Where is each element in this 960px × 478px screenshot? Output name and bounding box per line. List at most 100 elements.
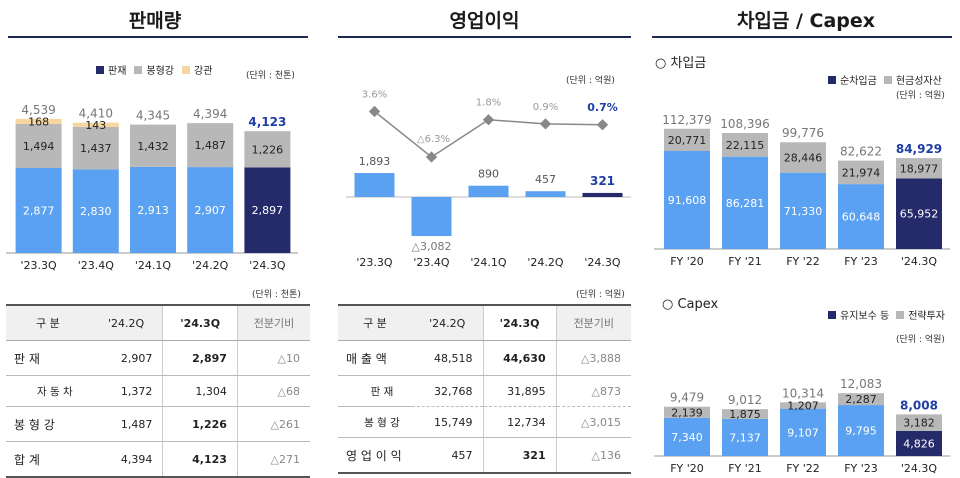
bar-segment xyxy=(838,160,884,185)
table-cell: 31,895 xyxy=(482,375,557,407)
op-bar xyxy=(525,191,566,197)
op-bar xyxy=(411,197,452,237)
bar-segment xyxy=(15,118,62,124)
bar-segment xyxy=(838,184,884,249)
sales-title-rule xyxy=(8,36,308,38)
bar-value-label: 2,877 xyxy=(23,204,55,217)
op-bar-label: 890 xyxy=(478,168,499,181)
bar-total-label: 99,776 xyxy=(782,126,824,140)
bar-total-label: 8,008 xyxy=(900,398,938,412)
bar-segment xyxy=(780,142,826,173)
capex-subtitle: ○ Capex xyxy=(662,297,719,312)
table-row: 합 계 4,394 4,123 △271 xyxy=(6,441,310,478)
table-cell: 봉 형 강 xyxy=(6,406,90,442)
table-cell: 48,518 xyxy=(411,340,484,376)
bar-segment xyxy=(130,124,176,167)
table-cell: 4,123 xyxy=(162,441,238,478)
table-cell: 1,487 xyxy=(89,406,163,442)
bar-segment xyxy=(664,417,710,456)
table-cell: 15,749 xyxy=(411,406,484,438)
bar-value-label: 9,107 xyxy=(787,426,819,439)
bar-value-label: 1,432 xyxy=(137,140,169,153)
bar-segment xyxy=(896,158,942,179)
bar-segment xyxy=(664,406,710,418)
x-tick-label: FY '22 xyxy=(786,255,820,268)
x-tick-label: '24.1Q xyxy=(135,259,172,272)
bar-value-label: 2,139 xyxy=(671,406,703,419)
bar-total-label: 4,345 xyxy=(136,109,170,123)
bar-value-label: 20,771 xyxy=(668,134,707,147)
bar-segment xyxy=(722,133,768,157)
bar-value-label: 86,281 xyxy=(726,197,765,210)
x-tick-label: '23.3Q xyxy=(21,259,58,272)
legend-cash: 현금성자산 xyxy=(895,76,942,87)
table-row: 봉 형 강 15,749 12,734 △3,015 xyxy=(338,406,631,438)
bar-value-label: 1,875 xyxy=(729,408,761,421)
table-cell: 1,304 xyxy=(162,375,238,407)
bar-segment xyxy=(722,409,768,419)
margin-marker xyxy=(596,119,609,131)
sales-table-unit: (단위 : 천톤) xyxy=(252,290,301,300)
table-header-cell: 전분기비 xyxy=(237,304,310,341)
table-row: 영 업 이 익 457 321 △136 xyxy=(338,437,631,474)
bar-total-label: 4,539 xyxy=(21,103,55,117)
table-cell: 판 재 xyxy=(6,340,90,376)
x-tick-label: '23.4Q xyxy=(78,259,115,272)
table-cell: 457 xyxy=(411,437,484,474)
bar-segment xyxy=(722,156,768,249)
bar-segment xyxy=(187,167,234,253)
op-bar-label: 1,893 xyxy=(359,155,391,168)
bar-value-label: 1,494 xyxy=(23,140,55,153)
table-cell: △68 xyxy=(237,375,310,407)
bar-segment xyxy=(896,430,942,456)
bar-value-label: 2,830 xyxy=(80,205,112,218)
bar-value-label: 1,226 xyxy=(252,143,284,156)
bar-value-label: 3,182 xyxy=(903,417,935,430)
bar-value-label: 168 xyxy=(28,115,49,128)
capex-legend: 유지보수 등 전략투자 xyxy=(828,307,945,322)
bar-segment xyxy=(664,150,710,249)
bar-total-label: 82,622 xyxy=(840,145,882,159)
bar-value-label: 22,115 xyxy=(726,139,765,152)
margin-label: 1.8% xyxy=(476,98,501,109)
legend-swatch-pipe xyxy=(182,65,191,74)
bar-segment xyxy=(838,405,884,456)
bar-value-label: 60,648 xyxy=(842,211,881,224)
x-tick-label: '23.4Q xyxy=(413,256,450,269)
table-cell: △3,015 xyxy=(556,406,631,438)
bar-segment xyxy=(72,126,119,170)
bar-value-label: 91,608 xyxy=(668,194,707,207)
bar-total-label: 9,012 xyxy=(728,393,762,407)
table-header-cell: 구 분 xyxy=(6,304,90,341)
bar-value-label: 7,137 xyxy=(729,431,761,444)
capex-chart-unit: (단위 : 억원) xyxy=(896,335,945,345)
sales-legend: 판재 봉형강 강관 xyxy=(96,62,212,77)
x-tick-label: FY '20 xyxy=(670,255,704,268)
debt-subtitle: ○ 차입금 xyxy=(655,56,707,71)
table-cell: 4,394 xyxy=(89,441,163,478)
bar-segment xyxy=(896,414,942,431)
bar-segment xyxy=(244,131,291,168)
legend-maint: 유지보수 등 xyxy=(840,311,890,322)
op-bar-label: △3,082 xyxy=(412,240,452,253)
bar-total-label: 108,396 xyxy=(720,117,770,131)
table-cell: △3,888 xyxy=(556,340,631,376)
x-tick-label: '24.3Q xyxy=(901,255,938,268)
bar-value-label: 2,287 xyxy=(845,393,877,406)
op-table: 구 분 '24.2Q '24.3Q 전분기비 매 출 액 48,518 44,630 △3,8… xyxy=(338,304,631,474)
table-cell: 판 재 xyxy=(338,375,412,407)
bar-total-label: 4,123 xyxy=(248,115,286,129)
table-cell: △136 xyxy=(556,437,631,474)
op-bar xyxy=(582,192,623,197)
table-cell: △10 xyxy=(237,340,310,376)
legend-pipe: 강관 xyxy=(194,66,213,77)
sales-table: 구 분 '24.2Q '24.3Q 전분기비 판 재 2,907 2,897 △10 자 동 차… xyxy=(6,304,310,478)
legend-bar: 봉형강 xyxy=(146,66,175,77)
bar-value-label: 21,974 xyxy=(842,166,881,179)
bar-total-label: 4,410 xyxy=(79,107,113,121)
op-bar-label: 321 xyxy=(590,174,615,188)
table-cell: 32,768 xyxy=(411,375,484,407)
debt-legend: 순차입금 현금성자산 xyxy=(828,72,942,87)
op-table-unit: (단위 : 억원) xyxy=(576,290,625,300)
table-row: 봉 형 강 1,487 1,226 △261 xyxy=(6,406,310,442)
